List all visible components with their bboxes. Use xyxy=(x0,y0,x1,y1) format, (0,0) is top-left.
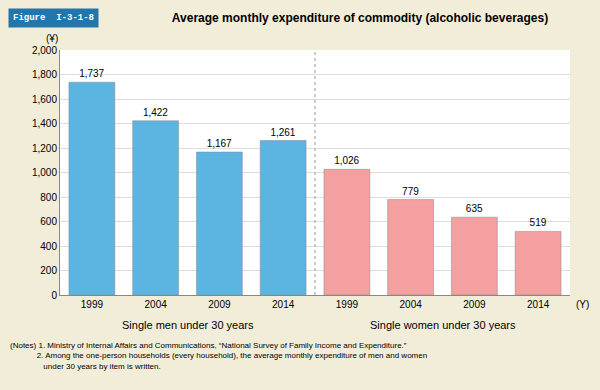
svg-text:1999: 1999 xyxy=(336,299,359,310)
svg-text:Single women under 30 years: Single women under 30 years xyxy=(370,319,516,331)
svg-text:635: 635 xyxy=(466,203,483,214)
svg-text:600: 600 xyxy=(40,216,57,227)
svg-text:2009: 2009 xyxy=(463,299,486,310)
svg-text:(Notes) 1. Ministry of Interna: (Notes) 1. Ministry of Internal Affairs … xyxy=(10,341,427,371)
svg-text:2004: 2004 xyxy=(400,299,423,310)
svg-text:2014: 2014 xyxy=(272,299,295,310)
svg-text:1,261: 1,261 xyxy=(270,127,295,138)
svg-text:1,400: 1,400 xyxy=(32,118,57,129)
svg-text:Single men under 30 years: Single men under 30 years xyxy=(122,319,254,331)
svg-text:Average monthly expenditure of: Average monthly expenditure of commodity… xyxy=(172,11,548,25)
svg-text:1999: 1999 xyxy=(81,299,104,310)
svg-text:1,600: 1,600 xyxy=(32,94,57,105)
svg-text:1,167: 1,167 xyxy=(207,138,232,149)
svg-text:200: 200 xyxy=(40,265,57,276)
svg-text:0: 0 xyxy=(51,290,57,301)
svg-text:1,422: 1,422 xyxy=(143,107,168,118)
svg-text:(¥): (¥) xyxy=(46,33,58,44)
svg-text:2004: 2004 xyxy=(145,299,168,310)
svg-text:1,800: 1,800 xyxy=(32,69,57,80)
svg-text:779: 779 xyxy=(402,186,419,197)
svg-text:Figure I-3-1-8: Figure I-3-1-8 xyxy=(13,13,94,23)
svg-text:2014: 2014 xyxy=(527,299,550,310)
svg-text:519: 519 xyxy=(530,217,547,228)
svg-text:800: 800 xyxy=(40,192,57,203)
svg-text:2009: 2009 xyxy=(208,299,231,310)
svg-text:2,000: 2,000 xyxy=(32,45,57,56)
svg-text:1,200: 1,200 xyxy=(32,143,57,154)
svg-text:(Y): (Y) xyxy=(576,299,589,310)
svg-text:1,000: 1,000 xyxy=(32,167,57,178)
svg-text:1,026: 1,026 xyxy=(334,155,359,166)
svg-text:400: 400 xyxy=(40,241,57,252)
svg-text:1,737: 1,737 xyxy=(79,68,104,79)
